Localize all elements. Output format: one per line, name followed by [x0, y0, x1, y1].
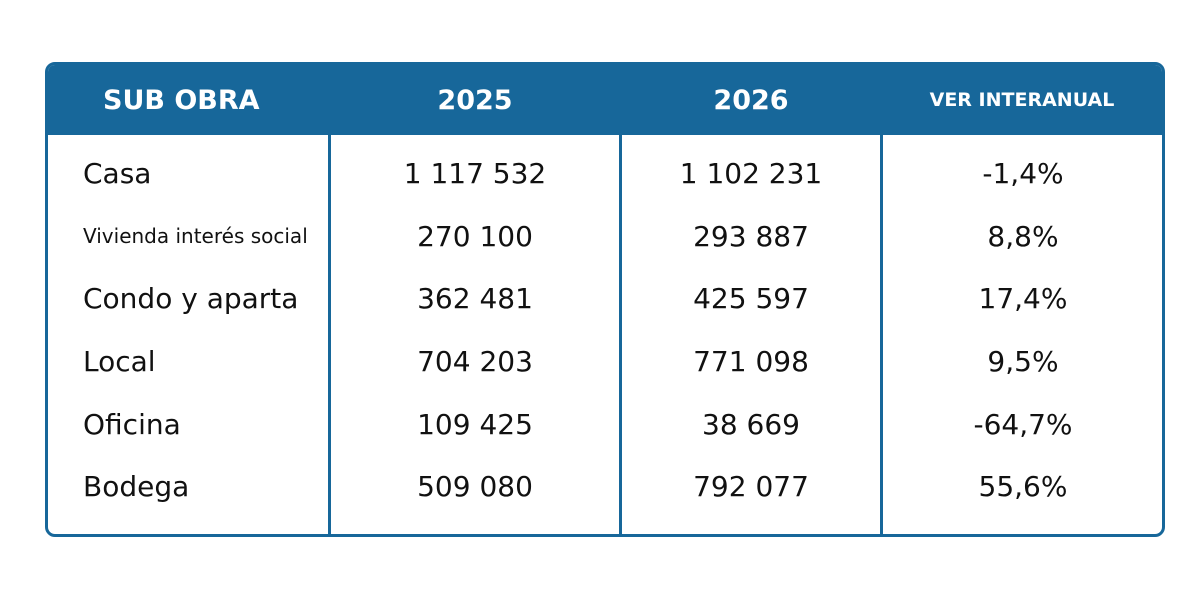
- column-divider: [328, 135, 331, 534]
- header-2025: 2025: [437, 84, 513, 116]
- row-value-2025: 1 117 532: [403, 156, 547, 190]
- row-value-2025: 509 080: [417, 469, 533, 503]
- row-value-2025: 704 203: [417, 344, 533, 378]
- row-label: Vivienda interés social: [83, 224, 308, 248]
- row-value-2026: 38 669: [702, 407, 800, 441]
- row-change-percent: -64,7%: [973, 407, 1073, 441]
- row-change-percent: -1,4%: [982, 156, 1064, 190]
- row-value-2026: 792 077: [693, 469, 809, 503]
- header-sub-obra: SUB OBRA: [103, 84, 260, 116]
- header-2026: 2026: [713, 84, 789, 116]
- table-header-row: SUB OBRA 2025 2026 VER INTERANUAL: [48, 65, 1162, 135]
- row-change-percent: 8,8%: [987, 219, 1059, 253]
- row-value-2026: 425 597: [693, 281, 809, 315]
- row-label: Casa: [83, 156, 152, 190]
- row-change-percent: 17,4%: [978, 281, 1068, 315]
- row-value-2025: 109 425: [417, 407, 533, 441]
- row-value-2026: 771 098: [693, 344, 809, 378]
- row-change-percent: 55,6%: [978, 469, 1068, 503]
- row-change-percent: 9,5%: [987, 344, 1059, 378]
- column-divider: [880, 135, 883, 534]
- column-divider: [619, 135, 622, 534]
- row-value-2025: 362 481: [417, 281, 533, 315]
- row-label: Local: [83, 344, 156, 378]
- row-value-2026: 293 887: [693, 219, 809, 253]
- data-table: SUB OBRA 2025 2026 VER INTERANUAL Casa 1 …: [45, 62, 1165, 537]
- row-value-2026: 1 102 231: [679, 156, 823, 190]
- row-label: Oficina: [83, 407, 181, 441]
- header-ver-interanual: VER INTERANUAL: [929, 89, 1115, 111]
- row-value-2025: 270 100: [417, 219, 533, 253]
- row-label: Bodega: [83, 469, 190, 503]
- row-label: Condo y aparta: [83, 281, 299, 315]
